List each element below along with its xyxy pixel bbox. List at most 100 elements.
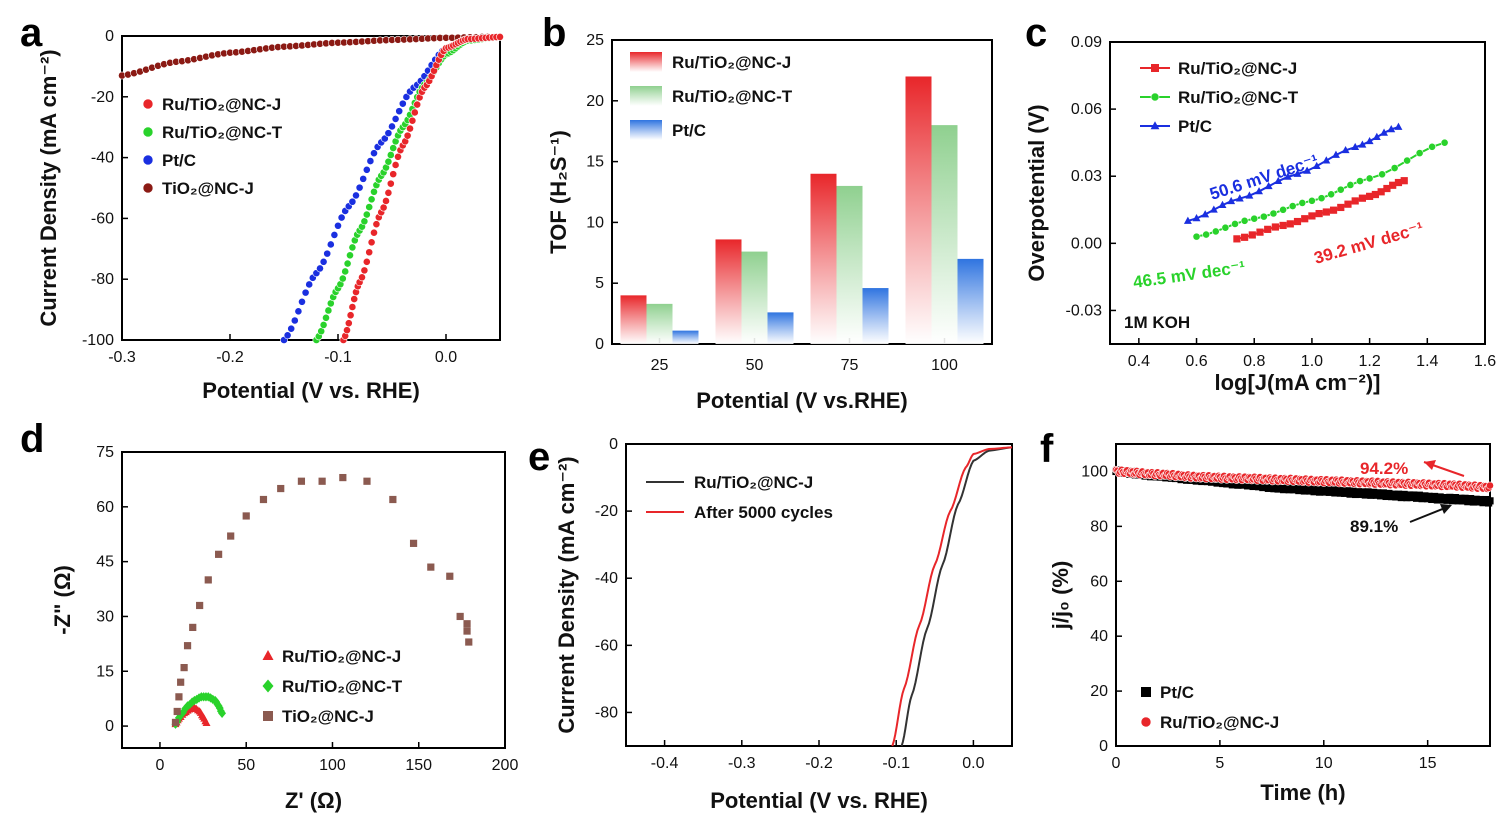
c-legend-label-2: Pt/C	[1178, 117, 1212, 136]
c-data-point	[1269, 209, 1278, 218]
a-data-point	[352, 191, 360, 200]
b-bar-rutioncj-50	[715, 239, 742, 344]
a-data-point	[384, 188, 393, 197]
e-legend-label-1: After 5000 cycles	[694, 503, 833, 522]
c-data-point	[1366, 192, 1374, 200]
d-y-tick-label: 15	[96, 663, 114, 680]
a-legend-label-1: Ru/TiO₂@NC-T	[162, 123, 283, 142]
f-legend-label-1: Ru/TiO₂@NC-J	[1160, 713, 1279, 732]
c-data-point	[1308, 196, 1316, 205]
b-bar-ptc-25	[672, 330, 699, 344]
c-plot-frame	[1109, 41, 1486, 345]
a-plot-frame	[121, 35, 501, 341]
b-y-tick-label: 5	[595, 275, 604, 292]
c-data-point	[1308, 212, 1316, 220]
c-series-1	[1192, 138, 1449, 241]
d-data-point	[463, 620, 471, 628]
d-data-point	[465, 638, 473, 646]
d-data-point	[409, 539, 418, 547]
c-series-0	[1233, 177, 1408, 243]
a-legend-label-0: Ru/TiO₂@NC-J	[162, 95, 281, 114]
c-data-point	[1298, 199, 1307, 207]
a-data-point	[391, 161, 400, 169]
a-data-point	[406, 124, 414, 133]
c-data-point	[1317, 194, 1326, 203]
f-y-tick-label: 0	[1099, 738, 1108, 755]
c-data-point	[1293, 217, 1302, 226]
a-data-point	[386, 151, 395, 159]
c-data-point	[1286, 220, 1294, 228]
b-y-tick-label: 25	[586, 32, 604, 49]
c-data-point	[1365, 136, 1374, 145]
a-data-point	[366, 157, 375, 165]
a-series-2	[280, 33, 504, 344]
c-legend-marker-1	[1150, 92, 1160, 102]
f-arrowhead-ptc	[1440, 504, 1452, 514]
a-data-point	[382, 197, 390, 205]
panel-f-chronoamperometry-chart: 0 5 10 15 0 20 40 60 80 100 Time (h) j/j₀ (%) 94.2% 8…	[1048, 443, 1494, 805]
b-bar-ptc-50	[767, 312, 794, 344]
c-data-point	[1322, 208, 1330, 216]
a-data-point	[394, 152, 402, 161]
c-data-point	[1183, 216, 1192, 224]
a-data-point	[379, 203, 388, 212]
a-data-point	[360, 217, 369, 226]
b-x-tick-label: 50	[746, 357, 764, 374]
d-data-point	[277, 484, 285, 493]
f-plot-frame	[1115, 443, 1491, 747]
panel-label-b: b	[542, 11, 566, 55]
a-data-point	[398, 99, 407, 108]
c-y-tick-label: 0.00	[1071, 235, 1102, 252]
d-legend-label-2: TiO₂@NC-J	[282, 707, 374, 726]
f-legend-label-0: Pt/C	[1160, 683, 1194, 702]
c-data-point	[1390, 164, 1399, 172]
c-x-tick-label: 1.0	[1301, 353, 1323, 370]
a-data-point	[360, 266, 369, 275]
c-data-point	[1358, 194, 1367, 202]
f-y-tick-label: 20	[1090, 683, 1108, 700]
e-series-line-0	[900, 446, 1013, 747]
d-legend-label-1: Ru/TiO₂@NC-T	[282, 677, 403, 696]
a-data-point	[343, 259, 352, 268]
c-data-point	[1372, 132, 1381, 140]
d-y-tick-label: 30	[96, 608, 114, 625]
a-data-point	[384, 157, 393, 166]
a-data-point	[344, 319, 353, 328]
e-y-tick-label: 0	[609, 436, 618, 453]
c-x-tick-label: 1.2	[1358, 353, 1380, 370]
panel-label-c: c	[1025, 11, 1047, 55]
a-data-point	[323, 249, 332, 258]
a-data-point	[355, 183, 364, 192]
c-data-point	[1394, 178, 1403, 187]
d-x-tick-label: 0	[156, 757, 165, 774]
d-series-2	[171, 473, 473, 727]
c-data-point	[1240, 216, 1249, 225]
c-y-tick-label: -0.03	[1066, 302, 1103, 319]
a-data-point	[362, 210, 371, 219]
c-data-point	[1221, 223, 1230, 232]
a-x-tick-label: -0.1	[324, 349, 352, 366]
a-data-point	[388, 122, 396, 131]
a-data-point	[287, 324, 296, 333]
b-bar-rutionct-25	[646, 303, 673, 344]
a-legend-marker-3	[142, 182, 154, 194]
f-x-axis-label: Time (h)	[1260, 780, 1345, 805]
f-retention-label-ru: 94.2%	[1360, 459, 1408, 478]
c-data-point	[1400, 177, 1408, 185]
b-y-axis-label: TOF (H₂S⁻¹)	[546, 130, 571, 254]
a-y-tick-label: -60	[91, 210, 114, 227]
d-x-axis-label: Z' (Ω)	[285, 788, 342, 813]
a-data-point	[322, 313, 330, 322]
d-x-tick-label: 200	[492, 757, 519, 774]
a-legend-marker-1	[142, 126, 154, 138]
f-x-tick-label: 5	[1215, 755, 1224, 772]
c-data-point	[1264, 181, 1273, 190]
d-legend-marker-0	[262, 650, 274, 660]
b-bar-ptc-75	[862, 288, 889, 344]
b-legend-label-0: Ru/TiO₂@NC-J	[672, 53, 791, 72]
d-data-point	[196, 601, 204, 610]
b-legend-label-2: Pt/C	[672, 121, 706, 140]
d-data-point	[227, 532, 235, 540]
a-data-point	[362, 165, 371, 174]
c-x-tick-label: 1.6	[1474, 353, 1496, 370]
